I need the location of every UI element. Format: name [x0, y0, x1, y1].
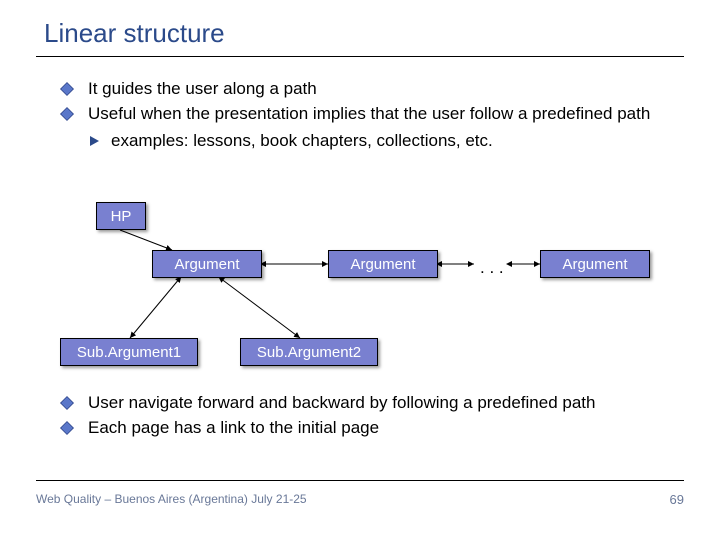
bullet-text: Useful when the presentation implies tha… [88, 103, 680, 126]
content-bottom: User navigate forward and backward by fo… [60, 392, 680, 442]
bullet-text: Each page has a link to the initial page [88, 417, 680, 440]
bullet-item: User navigate forward and backward by fo… [60, 392, 680, 415]
page-number: 69 [670, 492, 684, 507]
node-arg2: Argument [328, 250, 438, 278]
diamond-icon [60, 396, 74, 410]
divider-top [36, 56, 684, 57]
content-top: It guides the user along a path Useful w… [60, 78, 680, 157]
divider-bottom [36, 480, 684, 481]
footer-text: Web Quality – Buenos Aires (Argentina) J… [36, 492, 307, 506]
bullet-item: It guides the user along a path [60, 78, 680, 101]
subbullet-item: examples: lessons, book chapters, collec… [90, 130, 680, 153]
diamond-icon [60, 421, 74, 435]
node-arg3: Argument [540, 250, 650, 278]
flowchart-diagram: HPArgumentArgumentArgumentSub.Argument1S… [60, 202, 670, 382]
node-sub2: Sub.Argument2 [240, 338, 378, 366]
diamond-icon [60, 82, 74, 96]
node-arg1: Argument [152, 250, 262, 278]
node-hp: HP [96, 202, 146, 230]
triangle-icon [90, 136, 99, 146]
diamond-icon [60, 107, 74, 121]
subbullet-text: examples: lessons, book chapters, collec… [111, 130, 493, 153]
slide-title: Linear structure [44, 18, 225, 49]
bullet-item: Useful when the presentation implies tha… [60, 103, 680, 126]
node-sub1: Sub.Argument1 [60, 338, 198, 366]
ellipsis: . . . [480, 258, 504, 278]
bullet-text: User navigate forward and backward by fo… [88, 392, 680, 415]
bullet-item: Each page has a link to the initial page [60, 417, 680, 440]
bullet-text: It guides the user along a path [88, 78, 680, 101]
